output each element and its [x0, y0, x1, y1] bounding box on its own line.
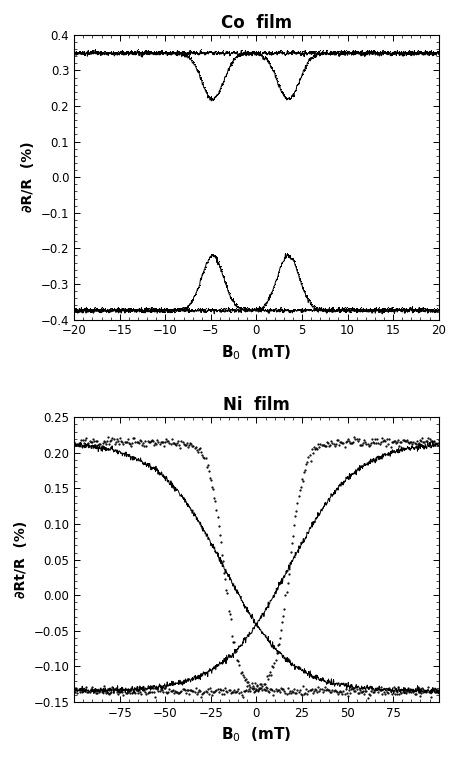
- Y-axis label: ∂R/R  (%): ∂R/R (%): [21, 142, 35, 212]
- Title: Ni  film: Ni film: [223, 396, 289, 415]
- X-axis label: B$_0$  (mT): B$_0$ (mT): [221, 343, 291, 362]
- Title: Co  film: Co film: [220, 14, 291, 32]
- X-axis label: B$_0$  (mT): B$_0$ (mT): [221, 725, 291, 744]
- Y-axis label: ∂Rt/R  (%): ∂Rt/R (%): [14, 521, 28, 598]
